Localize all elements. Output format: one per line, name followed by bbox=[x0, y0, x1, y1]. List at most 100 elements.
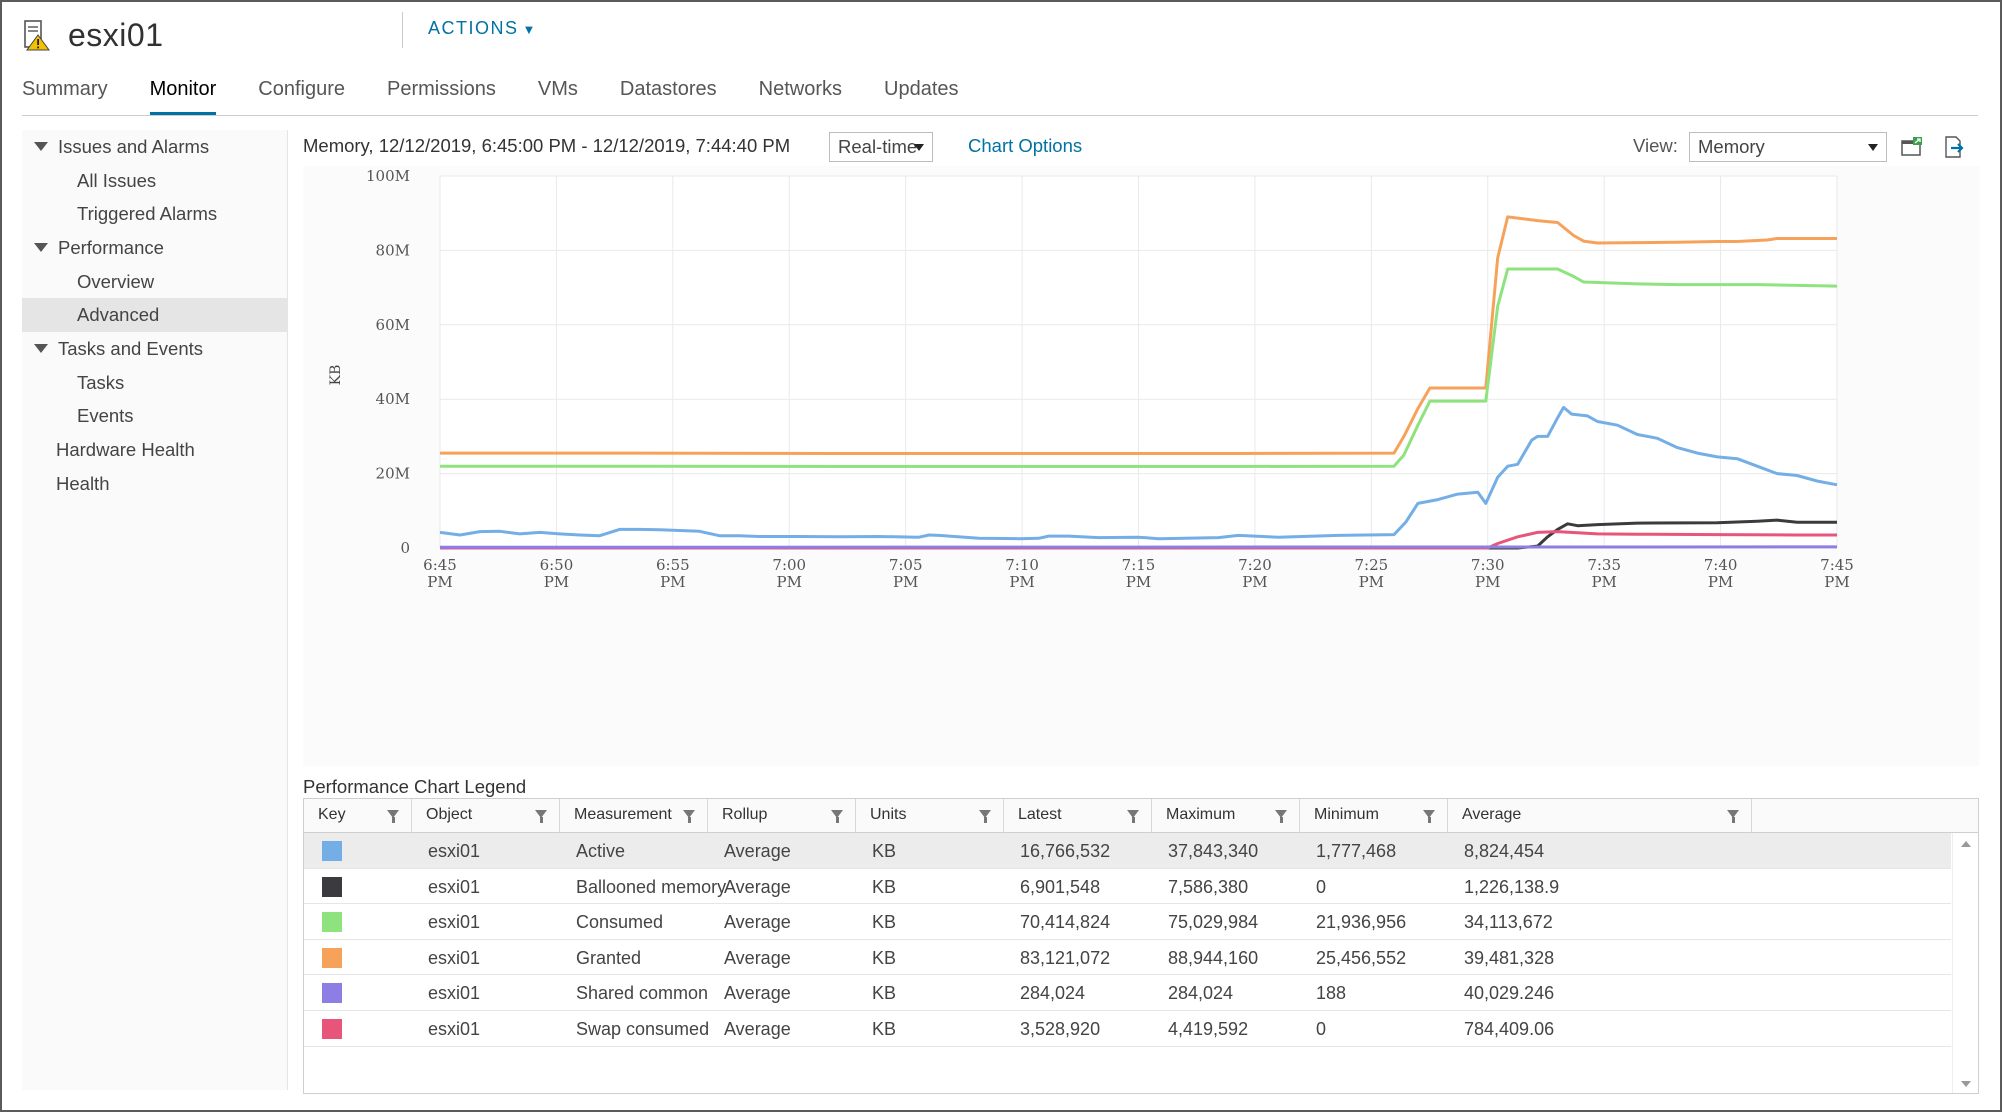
filter-icon[interactable] bbox=[387, 810, 399, 823]
cell-average: 784,409.06 bbox=[1464, 1019, 1555, 1039]
column-header-minimum[interactable]: Minimum bbox=[1300, 799, 1448, 833]
x-tick-label: 7:25 bbox=[1354, 556, 1388, 574]
tab-monitor[interactable]: Monitor bbox=[149, 72, 216, 116]
y-tick-label: 80M bbox=[376, 241, 410, 259]
sidebar-item-overview[interactable]: Overview bbox=[77, 270, 155, 292]
x-tick-label: 7:10 bbox=[1005, 556, 1039, 574]
cell-latest: 83,121,072 bbox=[1020, 947, 1111, 968]
table-row[interactable]: esxi01 Ballooned memory Average KB 6,901,548… bbox=[304, 869, 1951, 905]
filter-icon[interactable] bbox=[1275, 810, 1287, 823]
caret-down-icon[interactable] bbox=[34, 243, 48, 253]
sidebar-item-tasks[interactable]: Tasks bbox=[77, 371, 125, 393]
export-chart-icon[interactable] bbox=[1943, 136, 1965, 158]
sidebar-group-issues-and-alarms[interactable]: Issues and Alarms bbox=[22, 130, 287, 164]
y-axis-label: KB bbox=[328, 365, 344, 386]
tab-summary[interactable]: Summary bbox=[22, 78, 108, 100]
x-tick-label: PM bbox=[1126, 573, 1151, 591]
chart-options-link[interactable]: Chart Options bbox=[968, 135, 1083, 156]
table-row[interactable]: esxi01 Granted Average KB 83,121,072 88,944,1… bbox=[304, 940, 1951, 976]
x-tick-label: 7:30 bbox=[1471, 556, 1505, 574]
series-line-consumed bbox=[440, 267, 1838, 468]
sidebar-item-advanced[interactable]: Advanced bbox=[22, 298, 287, 333]
timespan-select[interactable]: Real-time bbox=[829, 132, 933, 162]
cell-units: KB bbox=[872, 1019, 897, 1039]
x-tick-label: PM bbox=[1824, 573, 1849, 591]
sidebar-group-tasks-and-events[interactable]: Tasks and Events bbox=[22, 332, 287, 366]
caret-down-icon[interactable] bbox=[34, 142, 48, 152]
tab-configure[interactable]: Configure bbox=[258, 78, 345, 100]
column-header-maximum[interactable]: Maximum bbox=[1152, 799, 1300, 833]
column-header-measurement[interactable]: Measurement bbox=[560, 799, 708, 833]
cell-latest: 6,901,548 bbox=[1020, 876, 1101, 897]
cell-minimum: 21,936,956 bbox=[1316, 912, 1407, 933]
cell-rollup: Average bbox=[724, 1019, 791, 1039]
tab-datastores[interactable]: Datastores bbox=[619, 78, 717, 100]
sidebar-group-label: Tasks and Events bbox=[58, 337, 203, 359]
sidebar-item-events[interactable]: Events bbox=[77, 405, 134, 427]
column-header-label: Key bbox=[318, 806, 346, 823]
view-select[interactable]: Memory bbox=[1689, 132, 1887, 162]
sidebar-group-hardware-health[interactable]: Hardware Health bbox=[22, 433, 287, 467]
filter-icon[interactable] bbox=[683, 810, 695, 823]
column-header-label: Latest bbox=[1018, 806, 1062, 823]
filter-icon[interactable] bbox=[535, 810, 547, 823]
column-header-units[interactable]: Units bbox=[856, 799, 1004, 833]
table-row[interactable]: esxi01 Consumed Average KB 70,414,824 75,029,… bbox=[304, 904, 1951, 940]
table-row[interactable]: esxi01 Active Average KB 16,766,532 37,843,34… bbox=[304, 833, 1951, 869]
column-header-key[interactable]: Key bbox=[304, 799, 412, 833]
filter-icon[interactable] bbox=[1727, 810, 1739, 823]
column-header-latest[interactable]: Latest bbox=[1004, 799, 1152, 833]
x-tick-label: PM bbox=[777, 573, 802, 591]
table-row[interactable]: esxi01 Shared common Average KB 284,024 284,0… bbox=[304, 975, 1951, 1011]
tab-permissions[interactable]: Permissions bbox=[387, 78, 496, 100]
sidebar-item-all-issues[interactable]: All Issues bbox=[77, 169, 157, 191]
tab-updates[interactable]: Updates bbox=[884, 78, 959, 100]
filter-icon[interactable] bbox=[1423, 810, 1435, 823]
scroll-up-icon[interactable] bbox=[1961, 841, 1971, 847]
cell-maximum: 4,419,592 bbox=[1168, 1019, 1249, 1039]
x-tick-label: PM bbox=[1708, 573, 1733, 591]
cell-average: 1,226,138.9 bbox=[1464, 876, 1560, 897]
series-color-swatch bbox=[322, 1019, 342, 1039]
header-divider bbox=[402, 12, 403, 48]
column-header-rollup[interactable]: Rollup bbox=[708, 799, 856, 833]
y-tick-label: 40M bbox=[376, 390, 410, 408]
legend-scrollbar[interactable] bbox=[1952, 833, 1978, 1093]
column-header-label: Average bbox=[1462, 806, 1522, 823]
memory-chart: 0 20M 40M 60M 80M 100M 6:45 PM 6:50 PM 6:55 PM 7:00 P… bbox=[303, 166, 1979, 766]
column-header-object[interactable]: Object bbox=[412, 799, 560, 833]
table-row[interactable]: esxi01 Swap consumed Average KB 3,528,920 4,4… bbox=[304, 1011, 1951, 1047]
legend-grid-header: Key Object Measurement Rollup Units Latest Max… bbox=[304, 799, 1978, 833]
legend-grid: Key Object Measurement Rollup Units Latest Max… bbox=[303, 798, 1979, 1094]
scroll-down-icon[interactable] bbox=[1961, 1081, 1971, 1087]
series-color-swatch bbox=[322, 983, 342, 1004]
sidebar-group-health[interactable]: Health bbox=[22, 467, 287, 501]
cell-latest: 284,024 bbox=[1020, 983, 1086, 1004]
x-tick-label: 6:50 bbox=[540, 556, 574, 574]
popout-chart-icon[interactable] bbox=[1901, 136, 1923, 158]
tab-vms[interactable]: VMs bbox=[537, 78, 578, 100]
sidebar-item-triggered-alarms[interactable]: Triggered Alarms bbox=[77, 203, 218, 225]
sidebar-group-performance[interactable]: Performance bbox=[22, 231, 287, 265]
cell-average: 39,481,328 bbox=[1464, 947, 1555, 968]
chart-title: Memory, 12/12/2019, 6:45:00 PM - 12/12/2… bbox=[303, 135, 791, 156]
x-tick-label: PM bbox=[1009, 573, 1034, 591]
x-tick-label: 7:05 bbox=[889, 556, 923, 574]
filter-icon[interactable] bbox=[831, 810, 843, 823]
dropdown-arrow-icon bbox=[1868, 144, 1878, 151]
chevron-down-icon: ▼ bbox=[522, 22, 537, 37]
actions-menu-button[interactable]: ACTIONS ▼ bbox=[428, 18, 537, 39]
view-value: Memory bbox=[1698, 136, 1765, 157]
caret-down-icon[interactable] bbox=[34, 344, 48, 354]
tab-networks[interactable]: Networks bbox=[758, 78, 842, 100]
series-line-granted bbox=[440, 215, 1837, 455]
filter-icon[interactable] bbox=[1127, 810, 1139, 823]
column-header-label: Units bbox=[870, 806, 907, 823]
cell-units: KB bbox=[872, 876, 897, 897]
cell-measurement: Swap consumed bbox=[576, 1019, 710, 1039]
series-line-active bbox=[439, 405, 1838, 541]
x-tick-label: 7:00 bbox=[772, 556, 806, 574]
column-header-average[interactable]: Average bbox=[1448, 799, 1752, 833]
cell-maximum: 75,029,984 bbox=[1168, 912, 1259, 933]
filter-icon[interactable] bbox=[979, 810, 991, 823]
